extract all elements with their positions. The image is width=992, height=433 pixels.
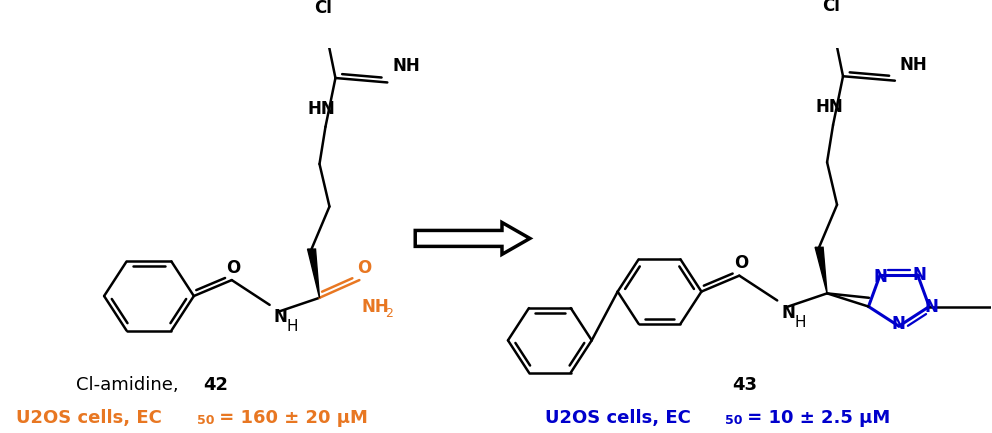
Text: U2OS cells, EC: U2OS cells, EC xyxy=(16,410,163,427)
Text: NH: NH xyxy=(361,297,389,316)
Text: = 160 ± 20 μM: = 160 ± 20 μM xyxy=(213,410,368,427)
Text: = 10 ± 2.5 μM: = 10 ± 2.5 μM xyxy=(741,410,891,427)
Text: HN: HN xyxy=(815,98,843,116)
Text: O: O xyxy=(734,254,748,272)
Text: N: N xyxy=(274,308,288,326)
FancyArrow shape xyxy=(416,223,530,254)
Text: H: H xyxy=(795,315,806,330)
Text: Cl: Cl xyxy=(822,0,840,15)
Text: O: O xyxy=(357,259,371,277)
Text: Cl-amidine,: Cl-amidine, xyxy=(76,376,185,394)
Polygon shape xyxy=(815,247,827,294)
Text: N: N xyxy=(925,297,938,316)
Text: 50: 50 xyxy=(725,414,743,427)
Text: N: N xyxy=(913,266,927,284)
Text: H: H xyxy=(287,319,298,334)
Text: 43: 43 xyxy=(732,376,757,394)
Text: Cl: Cl xyxy=(314,0,332,17)
Text: 42: 42 xyxy=(202,376,228,394)
Text: U2OS cells, EC: U2OS cells, EC xyxy=(545,410,690,427)
Text: N: N xyxy=(873,268,887,286)
Text: NH: NH xyxy=(900,55,928,74)
Polygon shape xyxy=(308,249,319,298)
Text: 50: 50 xyxy=(196,414,214,427)
Text: N: N xyxy=(781,304,795,322)
Text: N: N xyxy=(892,315,906,333)
Text: HN: HN xyxy=(308,100,335,118)
Text: 2: 2 xyxy=(385,307,393,320)
Text: NH: NH xyxy=(392,57,420,75)
Text: O: O xyxy=(226,259,241,277)
